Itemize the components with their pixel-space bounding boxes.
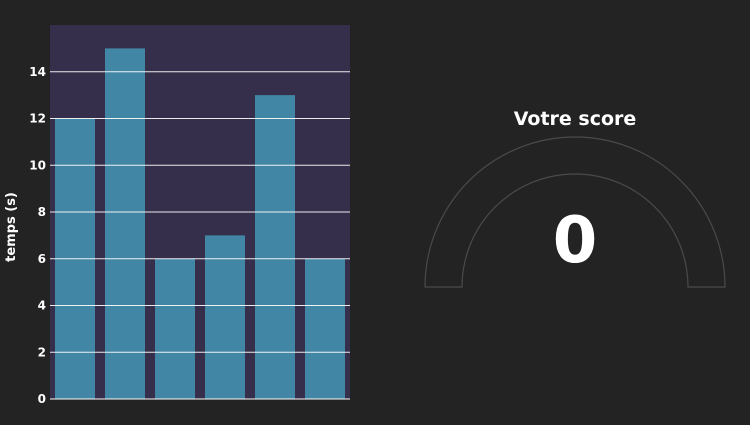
gauge-title: Votre score (513, 108, 637, 130)
bar (155, 258, 195, 399)
gauge-arc (424, 136, 726, 288)
bar (105, 48, 145, 400)
y-tick-label: 14 (29, 65, 46, 79)
y-axis-label: temps (s) (4, 192, 19, 262)
bar-chart-svg: 0 2 4 6 8 10 12 14 temps (s) (4, 25, 350, 406)
score-gauge: Votre score 0 (375, 0, 750, 425)
y-tick-label: 0 (38, 392, 46, 406)
y-tick-label: 2 (38, 345, 46, 359)
y-tick-label: 10 (29, 158, 46, 172)
bar (255, 95, 295, 400)
y-tick-label: 4 (38, 299, 46, 313)
gauge-arc-outline (424, 136, 726, 288)
time-bar-chart: 0 2 4 6 8 10 12 14 temps (s) (4, 25, 350, 406)
bar (205, 235, 245, 400)
y-tick-label: 6 (38, 252, 46, 266)
y-tick-label: 12 (29, 112, 46, 126)
bar (305, 258, 345, 399)
score-value: 0 (552, 204, 598, 278)
y-tick-label: 8 (38, 205, 46, 219)
